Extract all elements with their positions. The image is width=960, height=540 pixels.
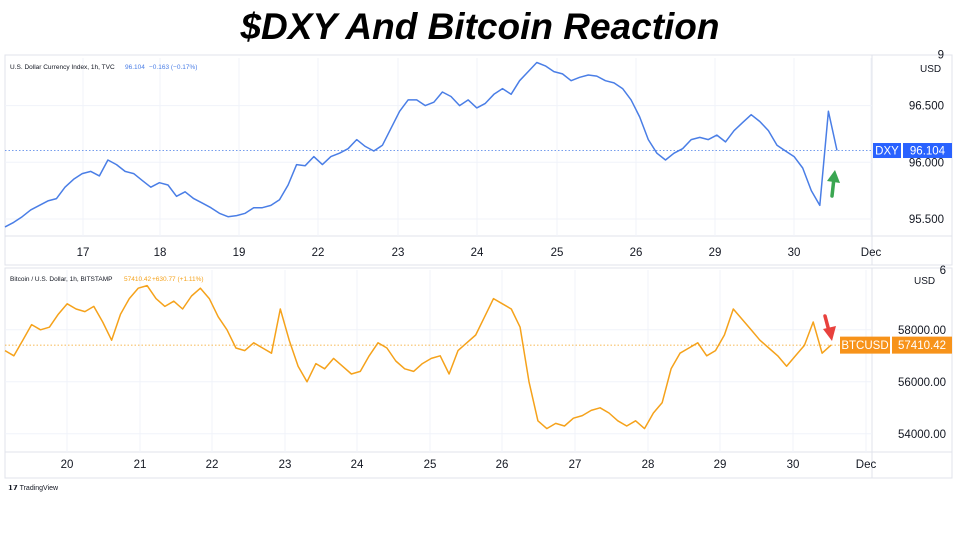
- btc-plot-border: [4, 267, 953, 479]
- dxy-x-tick-label: 24: [471, 247, 484, 259]
- btc-y-tick-label: 56000.00: [898, 377, 946, 389]
- dxy-legend-change: −0.163 (−0.17%): [149, 64, 197, 71]
- dxy-symbol-tag-label: DXY: [875, 146, 899, 158]
- dxy-x-tick-label: 25: [551, 247, 564, 259]
- btc-x-tick-label: 20: [61, 459, 74, 471]
- btc-x-tick-label: 22: [206, 459, 219, 471]
- btc-legend-change: +630.77 (+1.11%): [152, 276, 204, 283]
- page-title: $DXY And Bitcoin Reaction: [240, 6, 720, 47]
- btc-x-tick-label: 24: [351, 459, 364, 471]
- dxy-y-tick-label: 9: [938, 50, 944, 62]
- btc-legend-last: 57410.42: [124, 276, 151, 283]
- btc-y-tick-label: 6: [940, 265, 946, 277]
- btc-grid: [5, 270, 872, 452]
- dxy-pane: U.S. Dollar Currency Index, 1h, TVC 96.1…: [4, 50, 953, 266]
- dxy-price-tag-label: 96.104: [910, 146, 946, 158]
- dxy-symbol-tag: DXY: [873, 143, 901, 159]
- dxy-symbol-tag-bg: [873, 143, 901, 159]
- dxy-x-tick-label: 19: [233, 247, 246, 259]
- btc-price-tag: 57410.42: [892, 336, 952, 354]
- btc-x-tick-label: 27: [569, 459, 582, 471]
- btc-currency-label[interactable]: USD: [914, 276, 935, 287]
- dxy-x-tick-label: 18: [154, 247, 167, 259]
- dxy-y-tick-label: 96.500: [909, 101, 944, 113]
- btc-symbol-tag-bg: [840, 336, 890, 354]
- dxy-grid: [5, 58, 872, 236]
- tradingview-logo-icon: 𝟭𝟳: [8, 485, 18, 492]
- btc-pane: Bitcoin / U.S. Dollar, 1h, BITSTAMP 5741…: [4, 265, 953, 479]
- tradingview-logo[interactable]: 𝟭𝟳 TradingView: [8, 484, 58, 492]
- btc-x-tick-label: 23: [279, 459, 292, 471]
- dxy-y-axis: 9 96.500 96.000 95.500: [909, 50, 944, 226]
- btc-legend-symbol: Bitcoin / U.S. Dollar, 1h, BITSTAMP: [10, 276, 112, 283]
- btc-price-tag-bg: [892, 336, 952, 354]
- dxy-price-tag-bg: [903, 143, 952, 159]
- btc-x-axis: 20 21 22 23 24 25 26 27 28 29 30 Dec: [61, 459, 877, 471]
- dxy-plot-border: [4, 54, 953, 266]
- btc-x-tick-label: 30: [787, 459, 800, 471]
- btc-y-axis: 6 58000.00 56000.00 54000.00: [898, 265, 946, 441]
- dxy-series-line: [4, 61, 838, 228]
- dxy-y-tick-label: 96.000: [909, 157, 944, 169]
- btc-symbol-tag-label: BTCUSD: [841, 340, 888, 352]
- btc-x-tick-label: 28: [642, 459, 655, 471]
- dxy-x-axis: 17 18 19 22 23 24 25 26 29 30 Dec: [77, 247, 882, 259]
- btc-x-tick-label: 25: [424, 459, 437, 471]
- dxy-legend-symbol: U.S. Dollar Currency Index, 1h, TVC: [10, 64, 115, 71]
- dxy-x-tick-label: 17: [77, 247, 90, 259]
- dxy-legend-last: 96.104: [125, 64, 145, 71]
- dxy-price-tag: 96.104: [903, 143, 952, 159]
- btc-x-tick-label: 21: [134, 459, 147, 471]
- btc-x-tick-label: 26: [496, 459, 509, 471]
- dxy-x-tick-label: 26: [630, 247, 643, 259]
- down-arrow-icon: [823, 314, 836, 341]
- btc-price-tag-label: 57410.42: [898, 340, 946, 352]
- dxy-x-tick-label: 30: [788, 247, 801, 259]
- btc-symbol-tag: BTCUSD: [840, 336, 890, 354]
- dxy-x-tick-label: Dec: [861, 247, 882, 259]
- up-arrow-icon: [827, 170, 840, 198]
- btc-x-tick-label: Dec: [856, 459, 877, 471]
- dxy-currency-label[interactable]: USD: [920, 64, 941, 75]
- btc-x-tick-label: 29: [714, 459, 727, 471]
- dxy-x-tick-label: 22: [312, 247, 325, 259]
- btc-y-tick-label: 58000.00: [898, 325, 946, 337]
- tradingview-logo-text: TradingView: [19, 485, 59, 492]
- dxy-x-tick-label: 29: [709, 247, 722, 259]
- btc-series-line: [4, 284, 832, 430]
- dxy-y-tick-label: 95.500: [909, 214, 944, 226]
- dxy-x-tick-label: 23: [392, 247, 405, 259]
- btc-y-tick-label: 54000.00: [898, 429, 946, 441]
